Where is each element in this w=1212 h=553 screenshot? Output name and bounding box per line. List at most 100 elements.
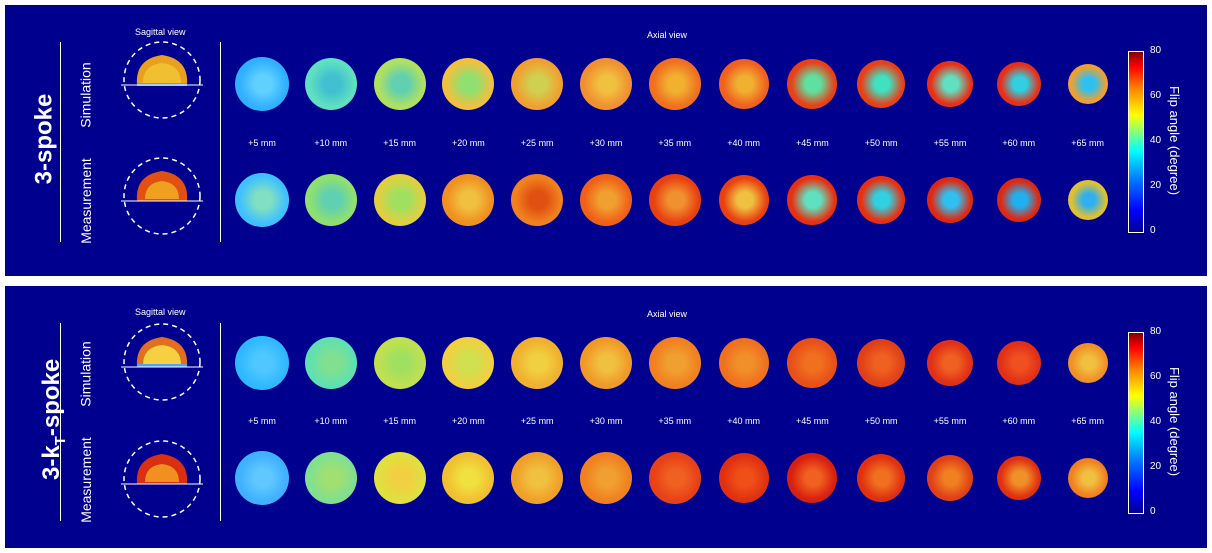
axial-slice-measurement — [1067, 180, 1108, 220]
axial-slice-measurement — [996, 178, 1041, 222]
axial-slice-simulation — [511, 58, 564, 110]
axial-slice-measurement — [373, 174, 426, 226]
axial-slice-measurement — [718, 175, 769, 225]
slice-label: +60 mm — [1002, 138, 1036, 148]
slice-label: +45 mm — [796, 416, 829, 426]
axial-slice-measurement — [442, 452, 495, 504]
slice-label: +35 mm — [658, 138, 692, 148]
axial-slice-measurement — [580, 174, 632, 226]
colorbar-tick: 60 — [1150, 90, 1162, 101]
axial-slice-measurement — [442, 174, 495, 226]
axial-slice-measurement — [927, 455, 973, 501]
axial-slice-simulation — [1067, 343, 1108, 383]
axial-slice-simulation — [996, 341, 1041, 385]
slice-label: +50 mm — [864, 416, 898, 426]
axial-slice-simulation — [857, 60, 906, 108]
axial-slice-measurement — [235, 173, 289, 227]
axial-title: Axial view — [647, 30, 688, 40]
slice-label: +35 mm — [658, 416, 692, 426]
axial-slice-measurement — [648, 452, 701, 504]
axial-slice-measurement — [511, 452, 564, 504]
row-label-simulation: Simulation — [77, 62, 94, 128]
panel-3-spoke: 3-spoke Simulation Measurement Sagittal … — [5, 5, 1207, 276]
axial-slice-simulation — [373, 58, 426, 110]
axial-slice-measurement — [648, 174, 701, 226]
axial-slice-simulation — [580, 337, 632, 389]
axial-slice-simulation — [304, 337, 357, 389]
axial-slice-measurement — [580, 452, 632, 504]
colorbar-gradient — [1128, 51, 1144, 233]
axial-slice-measurement — [511, 174, 564, 226]
axial-title: Axial view — [647, 309, 688, 319]
colorbar-tick: 20 — [1150, 461, 1162, 472]
axial-slice-measurement — [1067, 458, 1108, 498]
colorbar-tick: 20 — [1150, 180, 1162, 191]
colorbar-tick: 40 — [1150, 135, 1162, 146]
sagittal-meas — [121, 438, 203, 520]
slice-label: +15 mm — [383, 416, 416, 426]
method-label-tail: -spoke — [38, 358, 66, 437]
slice-label: +50 mm — [864, 138, 898, 148]
divider-right — [220, 323, 221, 521]
colorbar-tick: 80 — [1150, 45, 1162, 56]
slice-label: +10 mm — [314, 416, 348, 426]
sagittal-sim — [121, 39, 203, 121]
divider-left — [60, 323, 61, 521]
slice-label: +60 mm — [1002, 416, 1036, 426]
axial-slice-simulation — [718, 59, 769, 109]
colorbar-gradient — [1128, 332, 1144, 514]
axial-slice-measurement — [718, 453, 769, 503]
slice-label: +30 mm — [589, 138, 623, 148]
axial-slice-simulation — [648, 58, 701, 110]
slice-label: +5 mm — [248, 416, 276, 426]
slice-label: +55 mm — [933, 138, 967, 148]
axial-slice-simulation — [787, 59, 838, 109]
slice-label: +55 mm — [933, 416, 967, 426]
axial-slice-measurement — [857, 454, 906, 502]
axial-slice-simulation — [442, 337, 495, 389]
axial-slice-simulation — [857, 339, 906, 387]
axial-slice-measurement — [373, 452, 426, 504]
row-label-measurement: Measurement — [77, 158, 94, 244]
axial-slice-simulation — [718, 338, 769, 388]
colorbar-title: Flip angle (degree) — [1167, 85, 1183, 196]
axial-slice-measurement — [235, 451, 289, 505]
slice-label: +20 mm — [452, 416, 485, 426]
sagittal-title: Sagittal view — [135, 27, 186, 37]
axial-slice-measurement — [927, 177, 973, 223]
axial-slice-simulation — [648, 337, 701, 389]
method-label: 3-kT-spoke — [38, 359, 69, 480]
colorbar-tick: 60 — [1150, 371, 1162, 382]
colorbar-tick: 0 — [1150, 506, 1156, 517]
axial-slice-simulation — [996, 62, 1041, 106]
axial-slice-simulation — [373, 337, 426, 389]
axial-slice-simulation — [580, 58, 632, 110]
axial-slice-measurement — [304, 452, 357, 504]
slice-label: +30 mm — [589, 416, 623, 426]
slice-label: +25 mm — [520, 138, 554, 148]
panel-3-kt-spoke: 3-kT-spoke Simulation Measurement Sagitt… — [5, 286, 1207, 548]
row-label-measurement: Measurement — [77, 437, 94, 523]
slice-label: +65 mm — [1071, 138, 1104, 148]
axial-slice-measurement — [857, 176, 906, 224]
axial-slice-measurement — [787, 453, 838, 503]
slice-label: +40 mm — [727, 138, 760, 148]
slice-label: +20 mm — [452, 138, 485, 148]
axial-slice-simulation — [1067, 64, 1108, 104]
axial-slice-simulation — [304, 58, 357, 110]
axial-slice-simulation — [927, 340, 973, 386]
axial-slice-simulation — [511, 337, 564, 389]
slice-label: +40 mm — [727, 416, 760, 426]
axial-slice-simulation — [927, 61, 973, 107]
axial-slice-measurement — [996, 456, 1041, 500]
axial-slice-simulation — [787, 338, 838, 388]
axial-slice-measurement — [304, 174, 357, 226]
colorbar-title: Flip angle (degree) — [1167, 366, 1183, 477]
slice-label: +5 mm — [248, 138, 276, 148]
colorbar-tick: 0 — [1150, 225, 1156, 236]
row-label-simulation: Simulation — [77, 341, 94, 407]
colorbar-tick: 40 — [1150, 416, 1162, 427]
divider-left — [60, 42, 61, 242]
method-label: 3-spoke — [30, 93, 58, 185]
sagittal-meas — [121, 155, 203, 237]
